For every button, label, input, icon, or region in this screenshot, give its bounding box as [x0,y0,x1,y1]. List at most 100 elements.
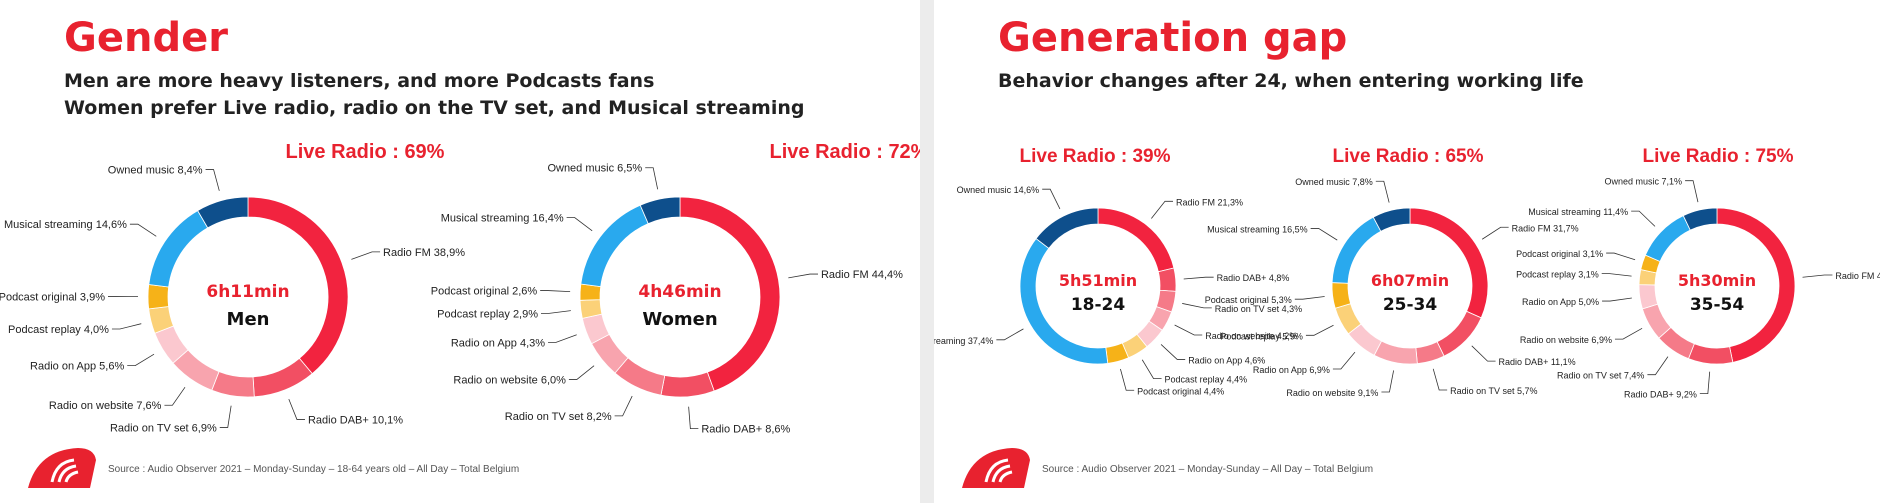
subtitle-line: Women prefer Live radio, radio on the TV… [64,97,805,119]
slice-label-musical-streaming: Musical streaming 37,4% [934,336,993,346]
leader-line [540,290,571,293]
donut-chart-25-34: Radio FM 31,7% Radio DAB+ 11,1% Radio on T… [1205,146,1579,398]
leader-line [1332,351,1356,370]
leader-line [1120,368,1135,391]
leader-line [288,398,305,420]
leader-line [1294,296,1325,300]
donut-chart-18-24: Radio FM 21,3% Radio DAB+ 4,8% Radio on TV… [934,146,1302,396]
slice-label-owned-music: Owned music 7,1% [1605,177,1683,187]
slice-label-podcast-replay: Podcast replay 4,4% [1165,375,1248,385]
slice-label-radio-on-tv-set: Radio on TV set 6,9% [110,422,217,434]
leader-line [219,405,232,428]
slide-generation: Generation gap Behavior changes after 24… [934,0,1880,503]
slice-label-owned-music: Owned music 14,6% [957,185,1040,195]
slide-title: Gender [64,15,228,61]
subtitle-line: Behavior changes after 24, when entering… [998,70,1584,92]
live-radio-label: Live Radio : 75% [1643,146,1794,167]
leader-line [996,328,1024,341]
source-note: Source : Audio Observer 2021 – Monday-Su… [1042,464,1374,475]
slice-label-musical-streaming: Musical streaming 14,6% [4,219,127,231]
slice-label-podcast-replay: Podcast replay 5,9% [1220,331,1303,341]
leader-line [1606,252,1636,261]
slice-label-owned-music: Owned music 6,5% [547,163,642,175]
slice-label-radio-on-tv-set: Radio on TV set 7,4% [1557,371,1644,381]
slice-label-radio-dab: Radio DAB+ 9,2% [1624,390,1697,400]
leader-line [127,353,155,367]
slice-label-radio-on-app: Radio on App 4,6% [1188,355,1265,365]
leader-line [614,395,633,417]
brand-logo-icon [28,448,96,488]
leader-line [1802,274,1833,278]
leader-line [1042,188,1061,210]
slice-label-radio-on-tv-set: Radio on TV set 8,2% [505,411,612,423]
donut-slice-owned-music [1372,207,1411,232]
leader-line [1310,228,1338,241]
donut-chart-men: Radio FM 38,9% Radio DAB+ 10,1% Radio on T… [0,141,465,434]
slice-label-radio-fm: Radio FM 46,7% [1835,271,1880,281]
brand-logo-icon [962,448,1030,488]
slice-label-radio-on-app: Radio on App 5,6% [30,361,124,373]
live-radio-label: Live Radio : 69% [286,141,445,163]
leader-line [1631,210,1656,227]
slice-label-podcast-replay: Podcast replay 2,9% [437,308,538,320]
slice-label-podcast-original: Podcast original 5,3% [1205,295,1292,305]
slice-label-musical-streaming: Musical streaming 16,5% [1207,224,1308,234]
slice-label-radio-dab: Radio DAB+ 11,1% [1499,357,1576,367]
slice-label-radio-on-app: Radio on App 5,0% [1522,297,1599,307]
slice-label-radio-on-tv-set: Radio on TV set 4,3% [1215,304,1302,314]
donut-slice-radio-dab [1687,343,1734,365]
leader-line [1481,226,1509,240]
donut-slice-radio-on-app [1638,284,1659,310]
slice-label-radio-on-tv-set: Radio on TV set 5,7% [1450,386,1537,396]
donut-slice-owned-music [639,196,681,225]
leader-line [541,310,571,314]
listening-time: 6h11min [206,282,289,302]
leader-line [1432,368,1448,391]
leader-line [1183,276,1214,280]
slice-label-podcast-replay: Podcast replay 3,1% [1516,270,1599,280]
slice-label-radio-on-website: Radio on website 6,9% [1520,335,1612,345]
listening-time: 5h51min [1059,271,1137,290]
donut-chart-women: Radio FM 44,4% Radio DAB+ 8,6% Radio on TV… [431,141,920,436]
slice-label-radio-on-app: Radio on App 4,3% [451,337,545,349]
slice-label-radio-on-website: Radio on website 6,0% [453,374,566,386]
slice-label-podcast-original: Podcast original 3,9% [0,292,105,304]
slice-label-owned-music: Owned music 7,8% [1295,177,1373,187]
source-note: Source : Audio Observer 2021 – Monday-Su… [108,464,520,475]
leader-line [1141,359,1162,380]
donut-slice-owned-music [1035,207,1099,249]
listening-time: 5h30min [1678,271,1756,290]
slice-label-musical-streaming: Musical streaming 11,4% [1528,207,1628,217]
leader-line [1381,370,1395,393]
leader-line [548,334,577,343]
slice-label-musical-streaming: Musical streaming 16,4% [441,213,564,225]
leader-line [1602,297,1632,302]
leader-line [788,273,818,279]
slice-label-podcast-original: Podcast original 2,6% [431,286,538,298]
group-label: Men [227,309,270,330]
leader-line [1614,327,1643,340]
leader-line [1305,324,1334,336]
slice-label-podcast-original: Podcast original 4,4% [1137,386,1224,396]
listening-time: 6h07min [1371,271,1449,290]
slice-label-podcast-replay: Podcast replay 4,0% [8,324,109,336]
donut-chart-35-54: Radio FM 46,7% Radio DAB+ 9,2% Radio on TV… [1516,146,1880,400]
leader-line [1647,356,1669,376]
donut-slice-musical-streaming [1644,215,1691,262]
leader-line [1685,180,1699,203]
leader-line [351,251,381,260]
leader-line [1601,273,1632,277]
live-radio-label: Live Radio : 39% [1020,146,1171,167]
slice-label-owned-music: Owned music 8,4% [108,165,203,177]
listening-time: 4h46min [638,282,721,302]
leader-line [568,365,595,380]
slice-label-radio-on-website: Radio on website 9,1% [1286,388,1378,398]
donut-slice-radio-dab [660,371,715,398]
leader-line [1160,344,1186,360]
leader-line [645,167,659,190]
leader-line [1471,345,1496,362]
group-label: 25-34 [1383,295,1438,315]
group-label: 18-24 [1071,295,1126,315]
slide-title: Generation gap [998,15,1348,61]
leader-line [688,406,699,429]
